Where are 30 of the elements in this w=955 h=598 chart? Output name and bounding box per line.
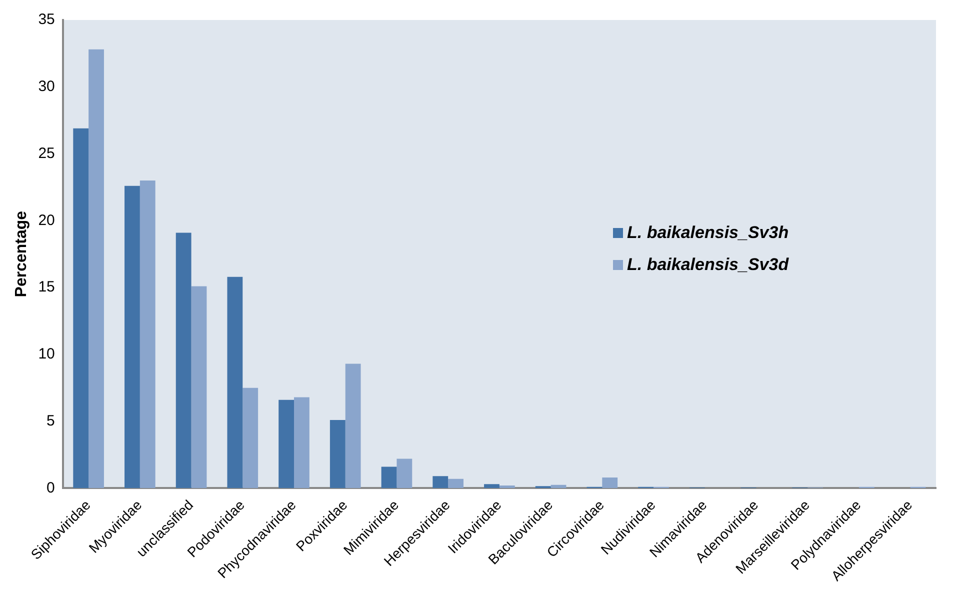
- bar: [448, 478, 464, 488]
- bar: [432, 476, 448, 488]
- bar: [499, 486, 515, 488]
- bar: [484, 484, 500, 488]
- legend-label: L. baikalensis_Sv3h: [627, 223, 789, 243]
- y-tick-label: 20: [38, 212, 55, 229]
- legend-label: L. baikalensis_Sv3d: [627, 255, 789, 275]
- bar: [73, 128, 89, 488]
- bar: [191, 286, 207, 488]
- bar: [278, 400, 294, 488]
- bar: [602, 477, 618, 488]
- y-tick-label: 25: [38, 144, 55, 162]
- y-tick-label: 0: [46, 479, 55, 496]
- bar: [396, 458, 412, 488]
- bar: [242, 388, 258, 488]
- bar: [330, 420, 346, 488]
- bar: [381, 466, 397, 488]
- bar: [227, 276, 243, 488]
- bar: [140, 180, 156, 488]
- bar: [124, 186, 140, 488]
- y-tick-label: 35: [38, 11, 55, 28]
- bar: [294, 397, 310, 488]
- y-tick-label: 30: [38, 78, 55, 96]
- y-tick-label: 10: [38, 346, 55, 363]
- bar: [88, 49, 104, 488]
- bar: [345, 364, 361, 488]
- y-axis-title: Percentage: [13, 210, 30, 298]
- y-tick-label: 15: [38, 278, 55, 296]
- y-tick-label: 5: [46, 412, 55, 430]
- bar: [176, 232, 192, 488]
